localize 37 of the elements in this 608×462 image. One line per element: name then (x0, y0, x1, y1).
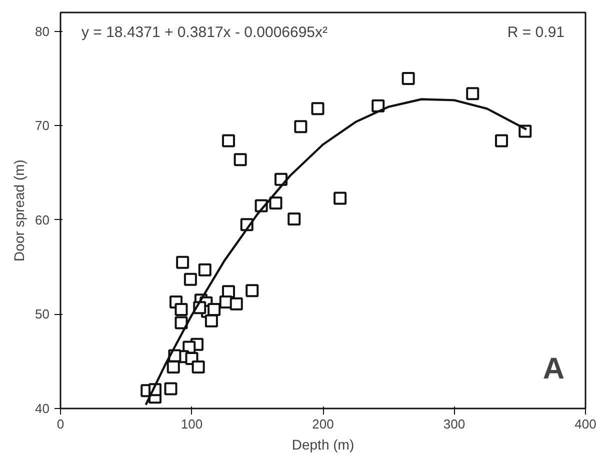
y-tick-label: 60 (35, 212, 50, 228)
x-tick-label: 200 (312, 416, 334, 432)
point (174, 316, 188, 330)
x-tick-label: 0 (56, 416, 64, 432)
x-axis-title: Depth (m) (292, 436, 354, 452)
point (269, 196, 282, 210)
point (246, 284, 259, 298)
point (166, 360, 180, 374)
x-tick-label: 300 (443, 416, 466, 432)
point (402, 72, 415, 85)
point (164, 382, 178, 396)
annotation: A (542, 352, 565, 386)
y-tick-label: 80 (35, 24, 50, 39)
point (198, 263, 212, 276)
point (495, 134, 508, 148)
annotation: y = 18.4371 + 0.3817x - 0.0006695x² (82, 24, 328, 41)
point (192, 360, 205, 374)
point (184, 272, 197, 286)
point (222, 134, 235, 148)
point (176, 256, 190, 269)
point (174, 303, 188, 316)
y-axis-title: Door spread (m) (11, 160, 28, 262)
y-tick-label: 50 (35, 306, 50, 322)
x-tick-label: 400 (574, 416, 596, 432)
y-tick-label: 40 (35, 401, 50, 416)
x-tick-label: 100 (180, 416, 203, 432)
y-tick-label: 70 (35, 118, 50, 134)
point (334, 192, 347, 205)
point (208, 303, 221, 316)
point (466, 87, 480, 100)
annotation: R = 0.91 (507, 24, 565, 41)
point (294, 120, 308, 134)
point (311, 102, 324, 116)
point (288, 212, 301, 226)
point (204, 314, 218, 328)
point (230, 297, 243, 310)
point (234, 153, 247, 166)
